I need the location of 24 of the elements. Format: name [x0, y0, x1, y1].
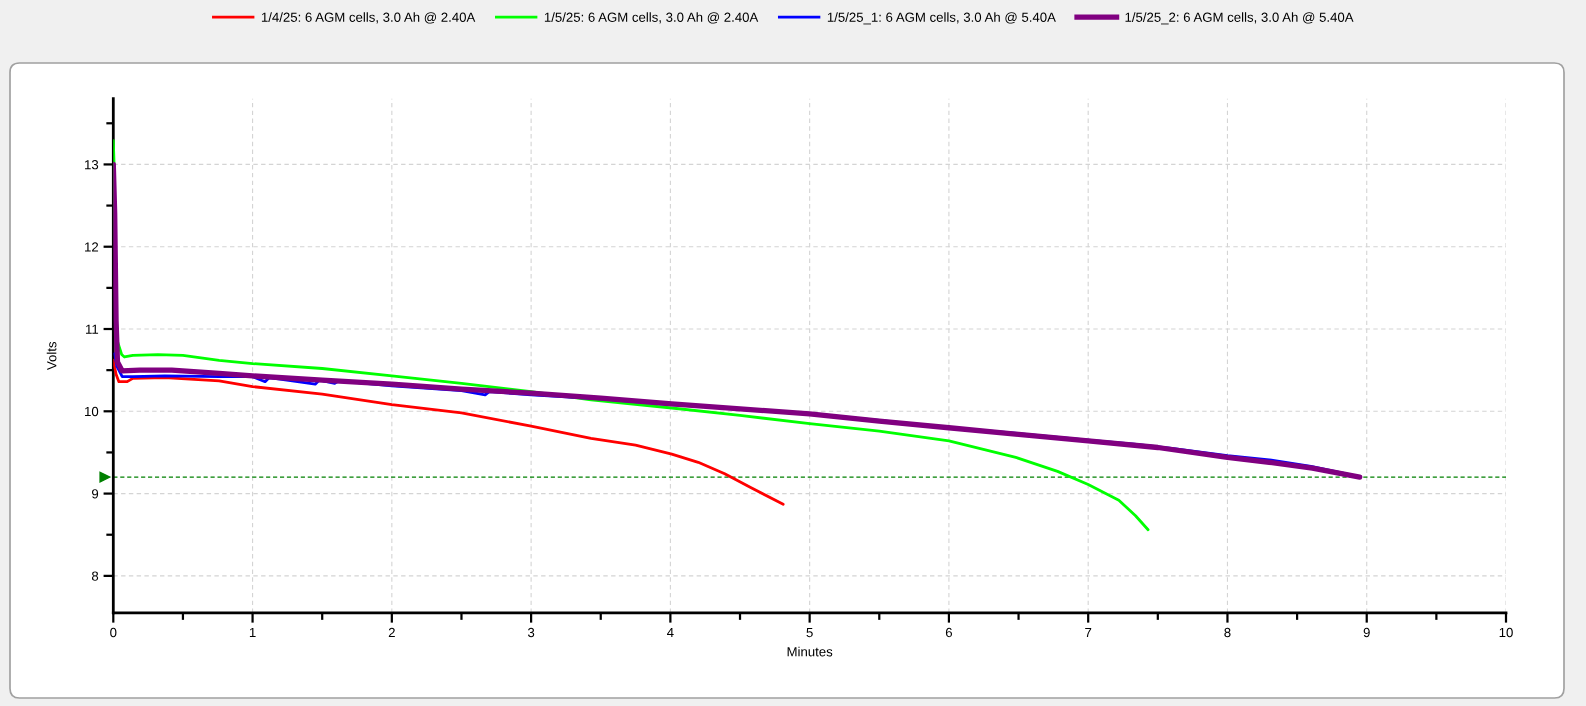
x-tick-label: 5 [806, 627, 813, 638]
x-tick-label: 8 [1224, 627, 1231, 638]
y-axis-title: Volts [46, 341, 57, 370]
x-tick-label: 7 [1085, 627, 1092, 638]
x-tick-label: 6 [945, 627, 953, 638]
x-tick-label: 3 [527, 627, 535, 638]
y-tick-label: 8 [91, 571, 99, 581]
x-tick-label: 9 [1363, 627, 1370, 638]
legend-label: 1/4/25: 6 AGM cells, 3.0 Ah @ 2.40A [261, 12, 476, 24]
y-tick-label: 13 [85, 160, 99, 170]
x-tick-label: 10 [1499, 627, 1513, 638]
x-tick-label: 0 [110, 627, 117, 638]
x-tick-label: 1 [249, 627, 256, 638]
x-axis-title: Minutes [787, 646, 833, 657]
legend-label: 1/5/25_1: 6 AGM cells, 3.0 Ah @ 5.40A [827, 12, 1056, 25]
x-tick-label: 4 [667, 627, 674, 638]
line-series [113, 358, 785, 506]
y-tick-label: 12 [85, 242, 99, 252]
legend-label: 1/5/25: 6 AGM cells, 3.0 Ah @ 2.40A [544, 12, 759, 24]
y-tick-label: 10 [85, 406, 99, 417]
x-tick-label: 2 [388, 627, 395, 638]
legend-label: 1/5/25_2: 6 AGM cells, 3.0 Ah @ 5.40A [1125, 12, 1354, 25]
y-tick-label: 9 [92, 489, 99, 499]
y-tick-label: 11 [86, 324, 99, 334]
